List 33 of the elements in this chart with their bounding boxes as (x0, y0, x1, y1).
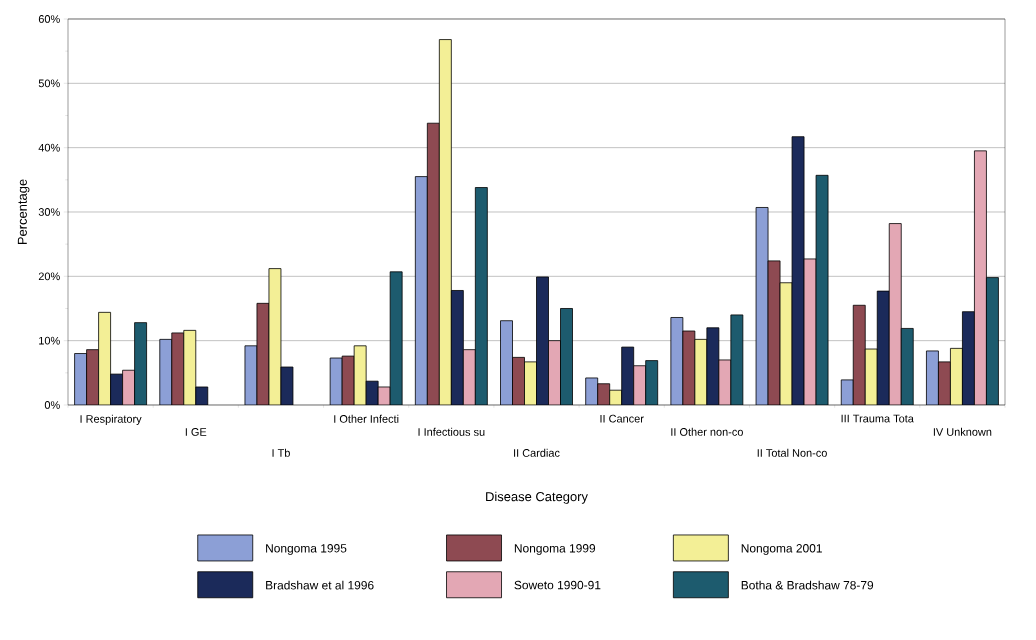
bar (426, 122, 440, 405)
x-axis-title: Disease Category (486, 491, 588, 504)
legend-label: Nongoma 2001 (741, 544, 822, 555)
bar (560, 308, 573, 405)
x-tick-label: II Total Non-co (757, 448, 827, 457)
x-tick-label: I Respiratory (80, 414, 142, 425)
legend-label: Nongoma 1995 (266, 544, 347, 555)
y-tick-label: 20% (38, 272, 60, 281)
x-tick-label: III Trauma Tota (841, 414, 914, 423)
x-tick-label: I Tb (272, 448, 290, 457)
x-tick-label: II Cardiac (514, 448, 560, 457)
y-tick-label: 60% (38, 15, 60, 23)
y-tick-label: 50% (38, 79, 60, 88)
y-tick-label: 10% (39, 336, 60, 345)
legend-label: Nongoma 1999 (514, 544, 596, 555)
x-tick-label: II Other non-co (671, 427, 743, 436)
y-tick-label: 40% (38, 143, 60, 152)
legend-label: Bradshaw et al 1996 (266, 580, 374, 590)
legend-label: Soweto 1990-91 (514, 580, 601, 590)
x-tick-label: IV Unknown (933, 427, 992, 436)
x-tick-label: I Infectious su (418, 427, 485, 436)
x-tick-label: II Cancer (600, 414, 644, 423)
x-tick-label: I GE (185, 428, 207, 436)
y-tick-label: 30% (38, 208, 60, 216)
y-axis-title: Percentage (17, 179, 30, 245)
bar (900, 328, 914, 405)
y-tick-label: 0% (44, 401, 60, 409)
bar (986, 277, 999, 405)
bar (474, 187, 488, 405)
bar (852, 304, 866, 405)
legend-label: Botha & Bradshaw 78-79 (741, 580, 874, 590)
x-tick-label: I Other Infecti (334, 414, 399, 423)
bar (134, 322, 147, 405)
